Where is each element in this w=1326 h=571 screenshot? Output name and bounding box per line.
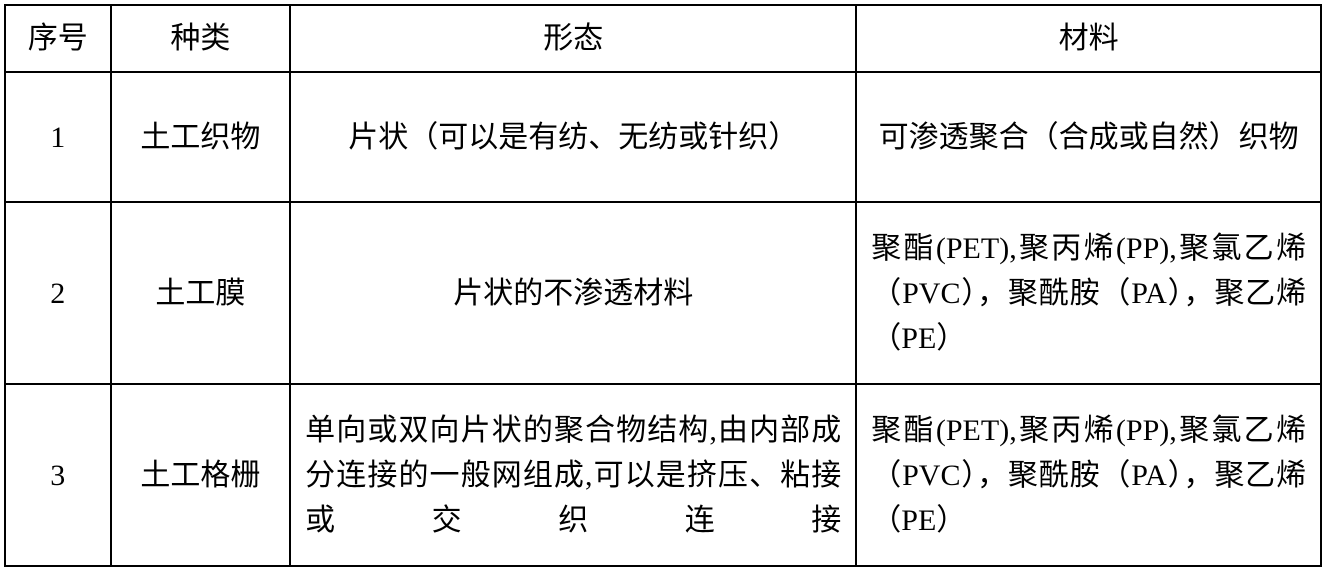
table-row: 3 土工格栅 单向或双向片状的聚合物结构,由内部成分连接的一般网组成,可以是挤压… (5, 384, 1321, 566)
cell-kind: 土工格栅 (111, 384, 291, 566)
col-header-mat: 材料 (856, 5, 1321, 72)
cell-mat: 聚酯(PET),聚丙烯(PP),聚氯乙烯（PVC），聚酰胺（PA），聚乙烯（PE… (856, 384, 1321, 566)
col-header-form: 形态 (290, 5, 856, 72)
table-row: 2 土工膜 片状的不渗透材料 聚酯(PET),聚丙烯(PP),聚氯乙烯（PVC）… (5, 202, 1321, 384)
cell-idx: 2 (5, 202, 111, 384)
cell-idx: 1 (5, 72, 111, 202)
cell-form: 片状（可以是有纺、无纺或针织） (290, 72, 856, 202)
col-header-kind: 种类 (111, 5, 291, 72)
cell-kind: 土工织物 (111, 72, 291, 202)
cell-mat: 可渗透聚合（合成或自然）织物 (856, 72, 1321, 202)
cell-form: 单向或双向片状的聚合物结构,由内部成分连接的一般网组成,可以是挤压、粘接或交织连… (290, 384, 856, 566)
table-header-row: 序号 种类 形态 材料 (5, 5, 1321, 72)
col-header-idx: 序号 (5, 5, 111, 72)
cell-idx: 3 (5, 384, 111, 566)
cell-mat: 聚酯(PET),聚丙烯(PP),聚氯乙烯（PVC），聚酰胺（PA），聚乙烯（PE… (856, 202, 1321, 384)
cell-kind: 土工膜 (111, 202, 291, 384)
table-row: 1 土工织物 片状（可以是有纺、无纺或针织） 可渗透聚合（合成或自然）织物 (5, 72, 1321, 202)
geotextile-classification-table: 序号 种类 形态 材料 1 土工织物 片状（可以是有纺、无纺或针织） 可渗透聚合… (4, 4, 1322, 567)
cell-form: 片状的不渗透材料 (290, 202, 856, 384)
